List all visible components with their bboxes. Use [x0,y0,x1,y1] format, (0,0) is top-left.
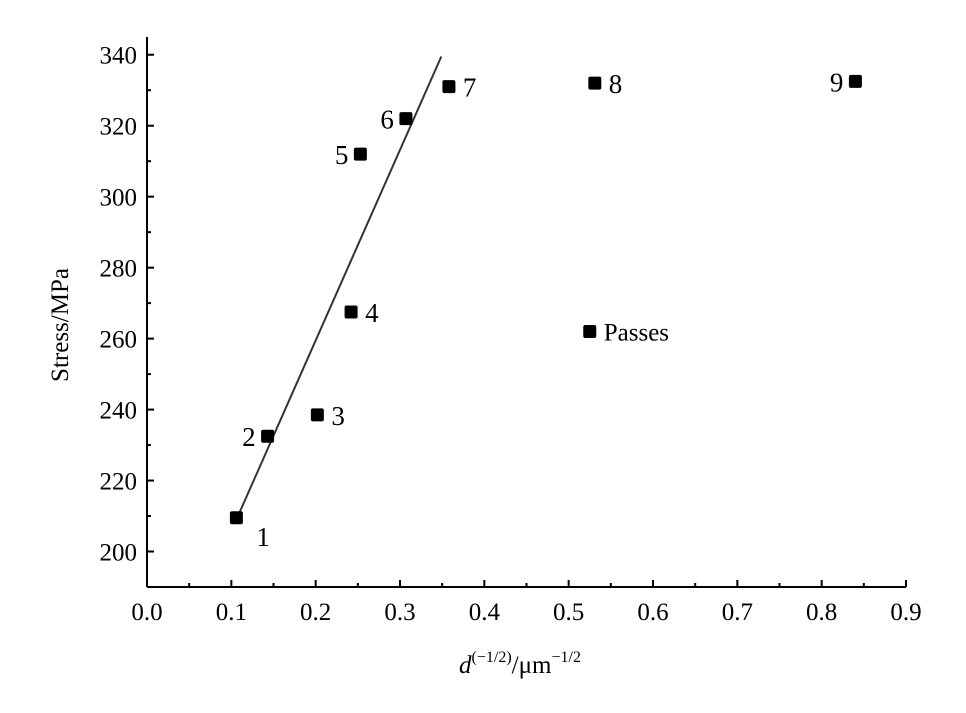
point-label: 9 [830,67,844,97]
x-axis-title: d(−1/2)/μm−1/2 [459,649,581,679]
data-point [353,147,367,161]
data-point [399,112,413,126]
y-tick-label: 220 [100,469,138,496]
data-point [442,80,456,94]
data-point [848,74,862,88]
point-label: 5 [335,140,349,170]
legend-marker [583,325,597,339]
x-axis-title-sup2: −1/2 [551,649,580,666]
y-tick-label: 200 [100,540,138,567]
y-axis-title: Stress/MPa [47,268,74,382]
x-axis-title-mid: /μm [512,652,552,679]
x-axis: 0.0 0.1 0.2 0.3 0.4 0.5 0.6 0.7 0.8 0.9 [131,580,922,626]
data-point [229,511,243,525]
y-tick-label: 240 [100,398,138,425]
data-point [344,305,358,319]
y-tick-label: 260 [100,327,138,354]
x-tick-label: 0.6 [637,599,668,626]
x-tick-label: 0.0 [131,599,162,626]
legend: Passes [583,320,669,347]
x-axis-title-base: d [459,652,472,679]
y-tick-label: 340 [100,43,138,70]
point-label: 4 [365,298,379,328]
point-label: 3 [331,401,345,431]
data-points: 1 2 3 4 5 6 7 8 9 [229,67,862,552]
y-tick-label: 280 [100,256,138,283]
x-axis-title-sup1: (−1/2) [472,649,512,666]
y-tick-label: 320 [100,114,138,141]
point-label: 8 [609,69,623,99]
x-tick-label: 0.2 [300,599,331,626]
x-tick-label: 0.7 [722,599,753,626]
x-tick-label: 0.4 [469,599,501,626]
data-point [261,429,275,443]
x-tick-label: 0.3 [384,599,415,626]
legend-label: Passes [604,320,669,347]
data-point [588,76,602,90]
point-label: 1 [256,522,270,552]
x-tick-label: 0.9 [890,599,921,626]
x-tick-label: 0.5 [553,599,584,626]
point-label: 6 [380,105,394,135]
point-label: 7 [463,73,477,103]
data-point [310,408,324,422]
point-label: 2 [242,422,256,452]
y-axis: 200 220 240 260 280 300 320 340 [100,43,154,567]
y-tick-label: 300 [100,185,138,212]
x-tick-label: 0.1 [216,599,247,626]
x-tick-label: 0.8 [806,599,837,626]
